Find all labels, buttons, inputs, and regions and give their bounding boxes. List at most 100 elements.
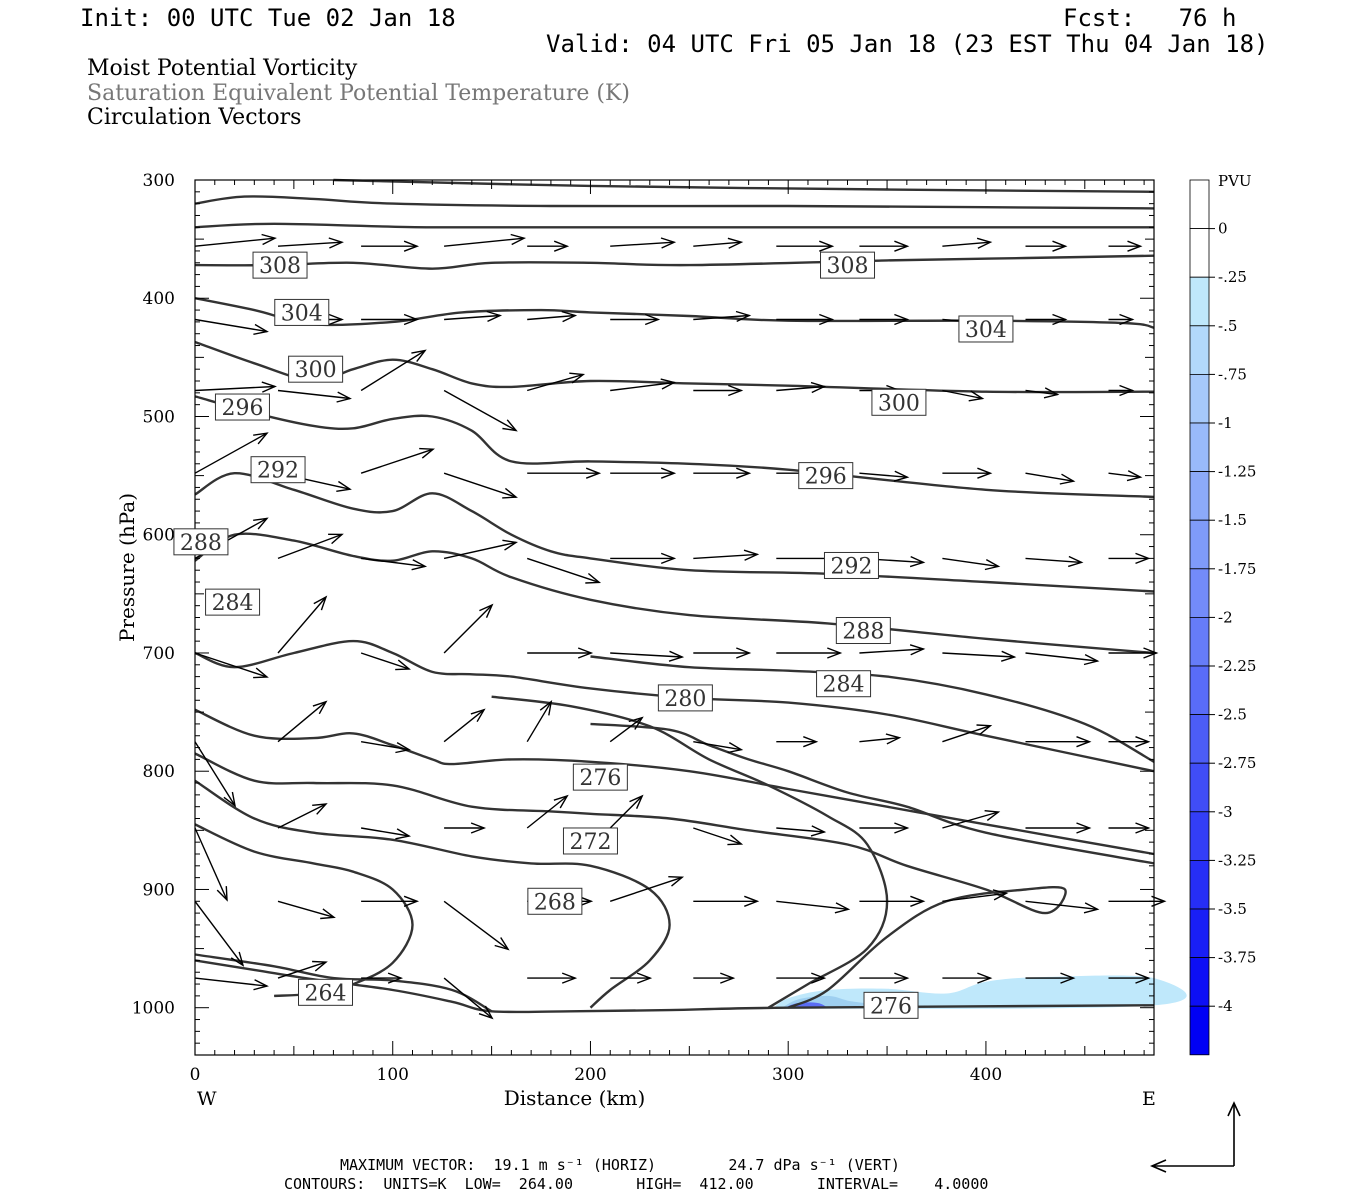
vector-shaft [942,557,999,568]
contour-label-box [835,617,891,645]
vector-shaft [610,652,683,658]
vector-shaft [693,741,742,751]
theta-contour-312 [194,195,1155,210]
vector-shaft [609,876,683,902]
circulation-vector [942,467,993,479]
x-axis-label: Distance (km) [504,1086,646,1110]
circulation-vector [361,972,404,984]
circulation-vector [526,794,569,829]
circulation-vector [194,977,269,991]
theta-contour-292 [194,532,1155,655]
circulation-vector [610,467,677,479]
vector-head [395,828,412,840]
vector-shaft [194,237,276,247]
theta-contour-284 [194,752,1067,1009]
vector-head [403,313,420,326]
colorbar-label: -2.5 [1218,706,1247,724]
circulation-vector [1025,240,1068,252]
vector-head [827,647,843,659]
theta-contour-288 [194,708,1155,856]
vector-head [569,372,586,384]
colorbar-label: -4 [1218,997,1233,1015]
vector-head [312,700,328,715]
vector-head [819,313,835,326]
circulation-vector [194,432,269,474]
vector-head [561,972,578,984]
circulation-vector [859,733,902,745]
vector-head [894,240,910,252]
vector-shaft [942,241,991,247]
vector-head [561,310,578,323]
colorbar-label: -1 [1218,414,1233,432]
contour-label: 284 [205,588,261,616]
theta-contour-264 [194,953,493,1013]
contour-label-text: 300 [878,391,920,416]
circulation-vector [942,389,985,402]
contour-label: 292 [250,456,306,484]
contour-label: 276 [572,763,628,791]
contour-label-box [298,978,354,1006]
vector-head [419,447,435,459]
y-tick-label: 1000 [132,999,175,1019]
circulation-vector [443,472,518,499]
vector-shaft [444,314,501,321]
vector-head [313,595,328,611]
vector-head [403,895,420,907]
circulation-vector [1108,972,1151,984]
circulation-vector [942,972,993,984]
circulation-vector [1025,900,1100,914]
vector-shaft [693,827,742,845]
vector-shaft [194,827,228,901]
vector-head [387,972,404,984]
circulation-vector [1025,555,1084,568]
vector-head [660,237,677,249]
vector-head [894,822,910,834]
vector-head [411,349,427,363]
contour-label: 308 [252,251,308,279]
colorbar-bin [1189,1005,1210,1056]
vector-shaft [194,652,268,678]
contour-label: 296 [214,393,270,421]
vector-shaft [444,237,525,247]
vector-head [976,237,993,249]
vector-head [395,659,411,671]
vector-head [1135,822,1151,834]
vector-shaft [1025,652,1098,662]
vector-head [909,644,926,656]
circulation-vector [693,972,736,984]
contour-label-text: 292 [257,459,299,484]
vector-shaft [277,596,327,654]
vector-head [328,313,344,326]
circulation-vector [361,313,420,326]
vector-head [1059,473,1076,485]
circulation-vectors-layer [194,233,1167,1020]
vector-head [1076,822,1092,834]
circulation-vector [693,237,744,249]
circulation-vector [859,644,926,656]
circulation-vector [776,313,835,326]
circulation-vector [526,557,602,584]
circulation-vector [776,900,851,914]
contour-label-box [572,763,628,791]
vector-shaft [693,241,742,247]
vector-head [736,467,752,479]
vector-head [1135,736,1151,748]
vector-head [894,972,910,984]
contour-label-text: 272 [569,830,611,855]
colorbar-bin [1189,957,1210,1007]
contour-label-text: 308 [827,254,869,279]
theta-contour-268 [194,959,1155,1014]
vector-shaft [277,900,335,918]
vector-head [553,794,569,809]
contour-label: 272 [562,827,618,855]
contour-label-box [562,827,618,855]
contour-label-text: 296 [805,465,847,490]
contour-label-text: 284 [212,591,254,616]
vector-head [253,517,269,530]
vector-shaft [942,652,1015,658]
vector-shaft [361,557,426,568]
circulation-vector [526,700,553,743]
circulation-vector [1108,552,1151,565]
vector-head [894,313,910,326]
vector-head [1067,555,1084,568]
